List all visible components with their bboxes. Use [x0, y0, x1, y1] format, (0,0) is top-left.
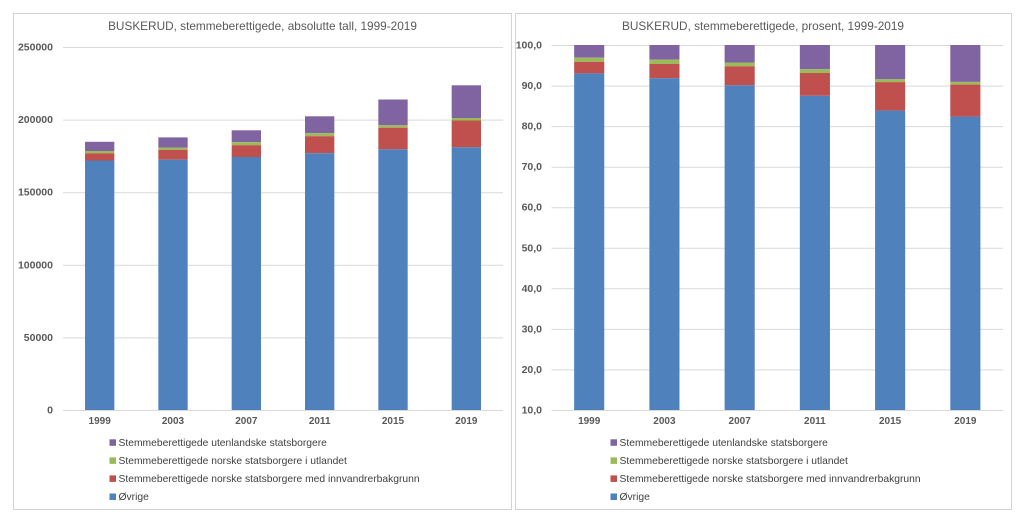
- svg-text:80,0: 80,0: [522, 121, 543, 133]
- svg-text:Stemmeberettigede utenlandske: Stemmeberettigede utenlandske statsborge…: [620, 438, 829, 449]
- svg-text:2011: 2011: [804, 416, 826, 427]
- svg-text:2019: 2019: [455, 416, 478, 427]
- svg-text:0: 0: [47, 405, 53, 417]
- svg-text:150000: 150000: [18, 187, 53, 199]
- svg-text:2003: 2003: [162, 416, 185, 427]
- svg-text:50,0: 50,0: [522, 242, 543, 254]
- svg-text:1999: 1999: [89, 416, 112, 427]
- svg-text:250000: 250000: [18, 42, 53, 54]
- svg-text:BUSKERUD, stemmeberettigede, p: BUSKERUD, stemmeberettigede, prosent, 19…: [622, 19, 904, 33]
- svg-text:90,0: 90,0: [522, 80, 543, 92]
- svg-text:2007: 2007: [235, 416, 258, 427]
- svg-text:2011: 2011: [309, 416, 331, 427]
- svg-text:100000: 100000: [18, 259, 53, 271]
- svg-text:Stemmeberettigede utenlandske: Stemmeberettigede utenlandske statsborge…: [119, 438, 328, 449]
- svg-text:BUSKERUD, stemmeberettigede, a: BUSKERUD, stemmeberettigede, absolutte t…: [108, 19, 417, 33]
- svg-text:70,0: 70,0: [522, 161, 543, 173]
- svg-text:10,0: 10,0: [522, 405, 543, 417]
- svg-text:2019: 2019: [954, 416, 977, 427]
- svg-text:Stemmeberettigede norske stats: Stemmeberettigede norske statsborgere i …: [119, 456, 348, 467]
- svg-text:20,0: 20,0: [522, 364, 543, 376]
- svg-text:200000: 200000: [18, 114, 53, 126]
- svg-text:1999: 1999: [578, 416, 601, 427]
- svg-text:Stemmeberettigede norske stats: Stemmeberettigede norske statsborgere i …: [620, 456, 849, 467]
- svg-text:40,0: 40,0: [522, 283, 543, 295]
- svg-text:50000: 50000: [24, 332, 53, 344]
- svg-text:Øvrige: Øvrige: [119, 492, 150, 503]
- svg-text:2007: 2007: [729, 416, 752, 427]
- svg-text:2003: 2003: [653, 416, 676, 427]
- svg-text:Stemmeberettigede norske stats: Stemmeberettigede norske statsborgere me…: [119, 474, 420, 485]
- svg-text:30,0: 30,0: [522, 323, 543, 335]
- svg-text:2015: 2015: [382, 416, 405, 427]
- svg-text:Øvrige: Øvrige: [620, 492, 651, 503]
- svg-text:Stemmeberettigede norske stats: Stemmeberettigede norske statsborgere me…: [620, 474, 921, 485]
- svg-text:2015: 2015: [879, 416, 902, 427]
- svg-text:100,0: 100,0: [516, 40, 542, 52]
- svg-text:60,0: 60,0: [522, 202, 543, 214]
